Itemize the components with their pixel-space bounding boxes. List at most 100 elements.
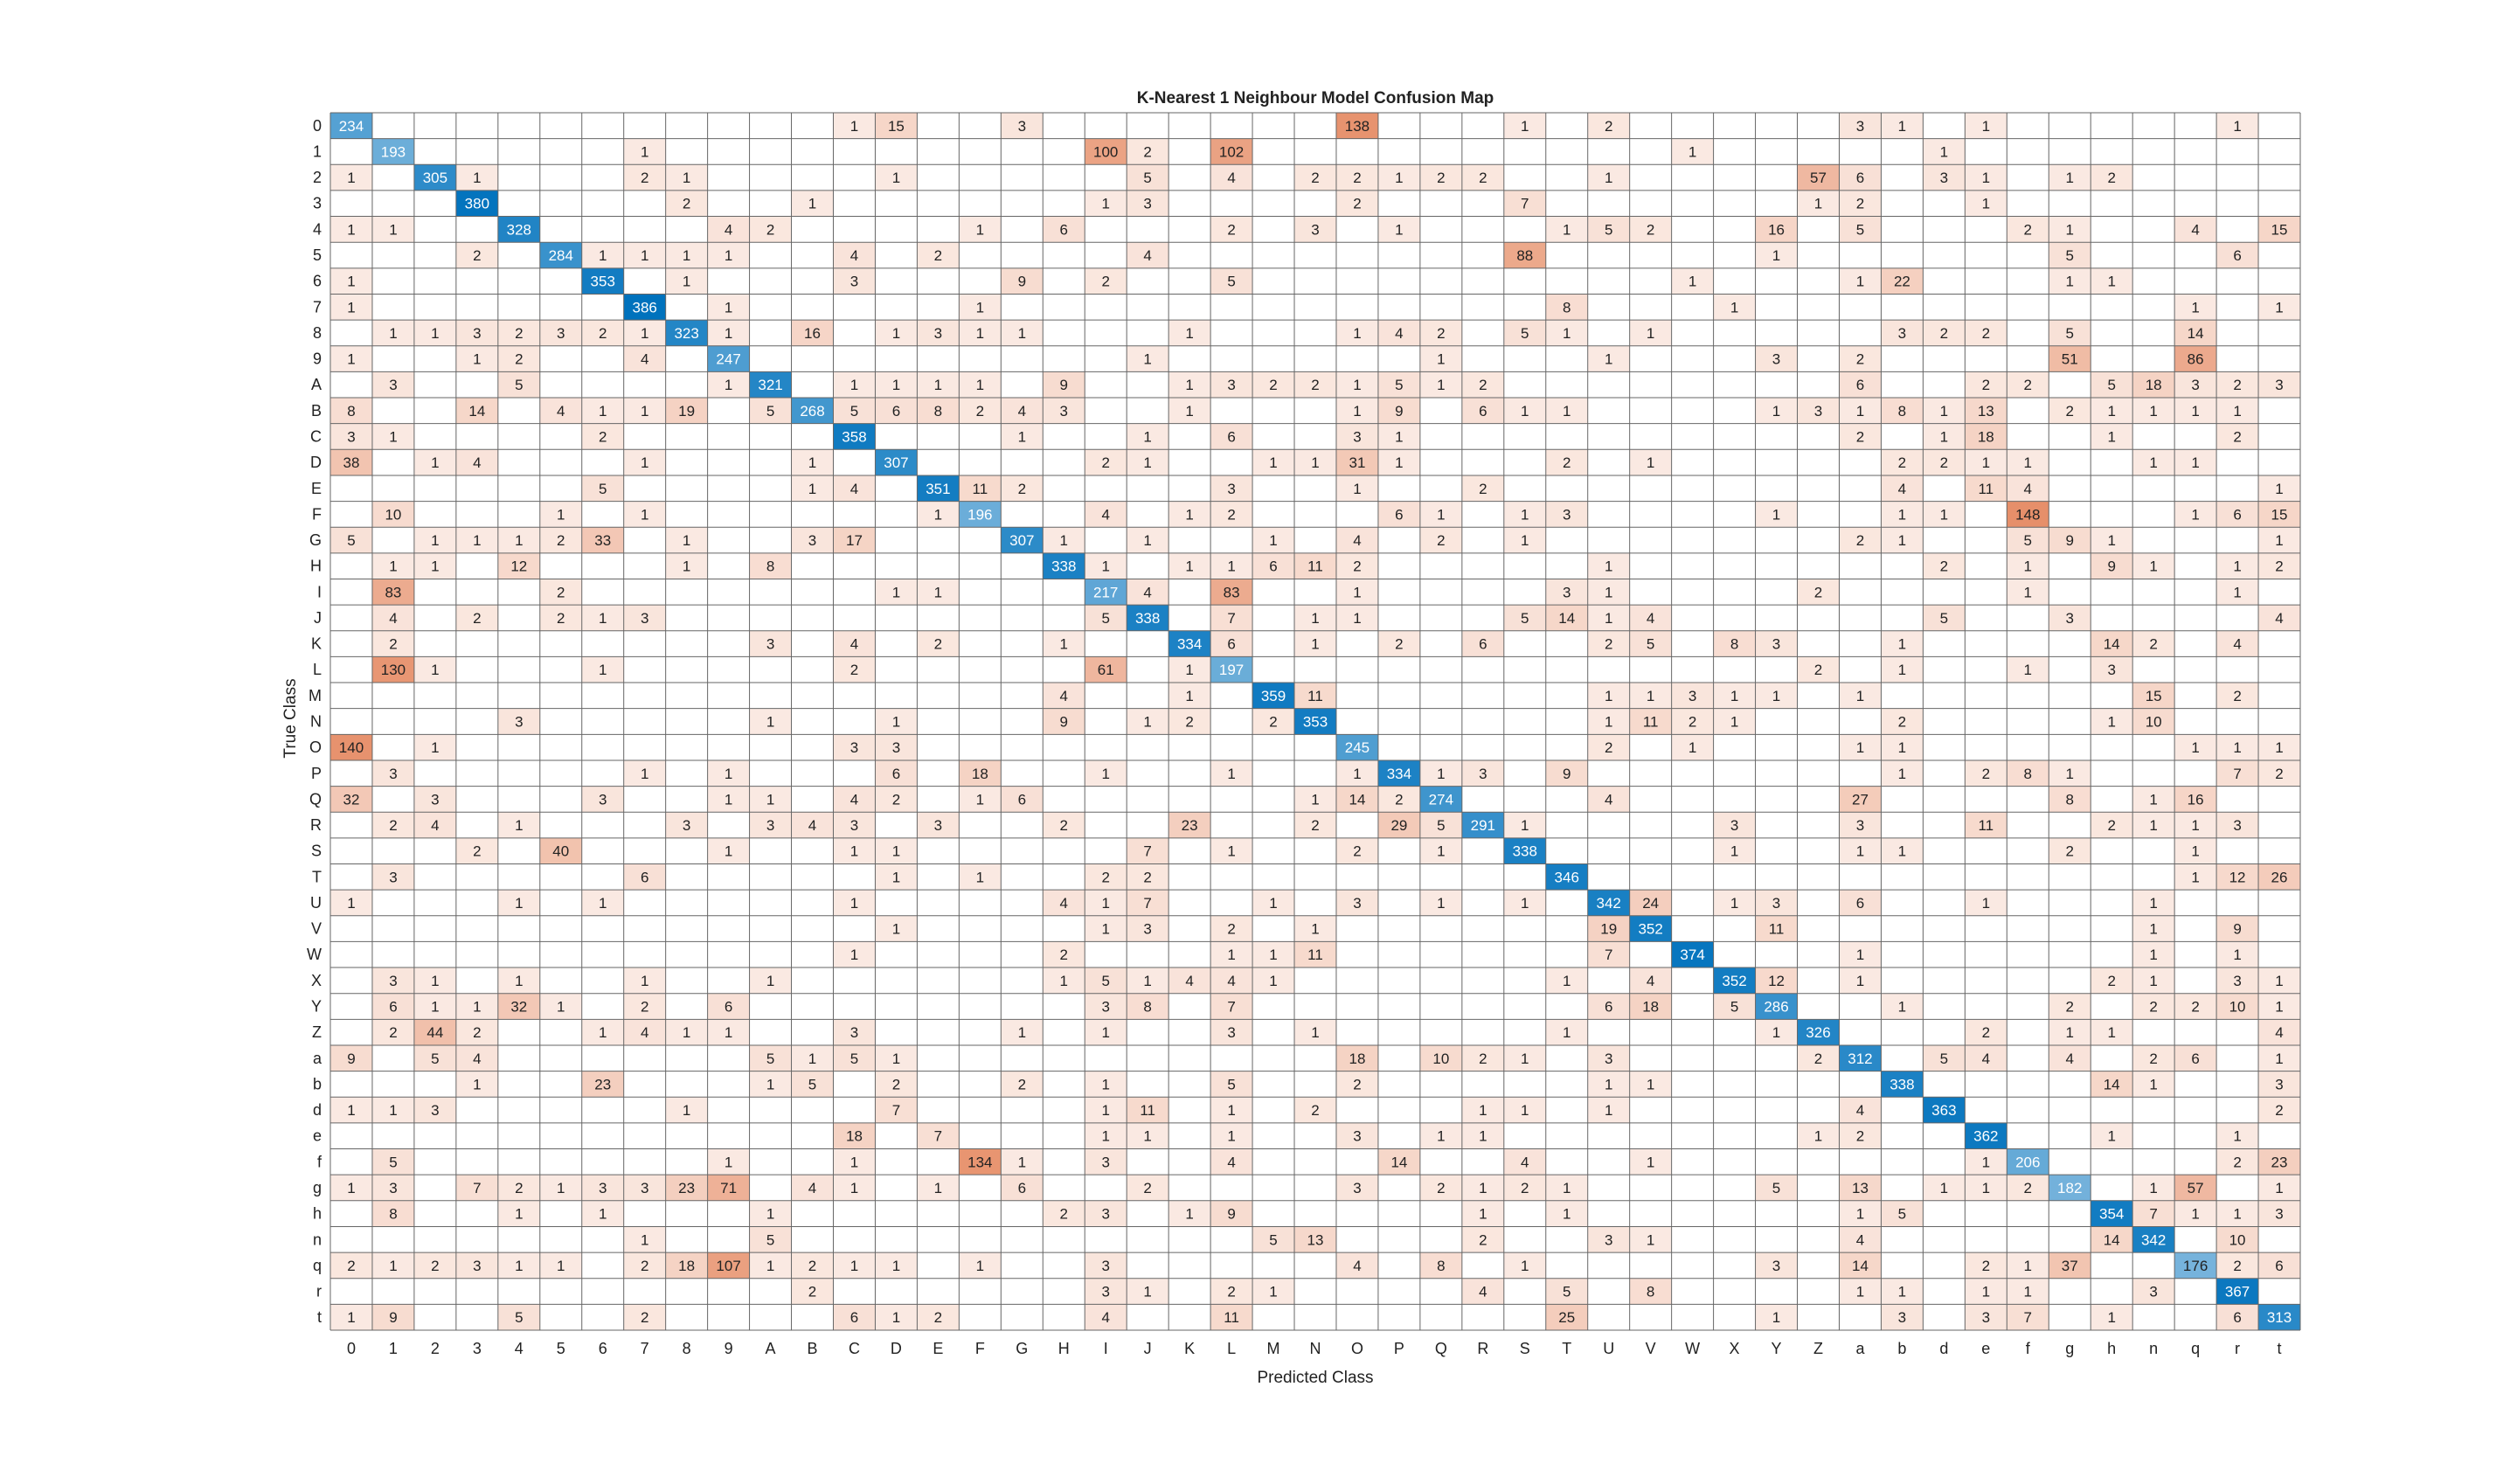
matrix-cell bbox=[707, 605, 750, 631]
cell-value: 2 bbox=[1898, 714, 1906, 731]
matrix-cell bbox=[1043, 812, 1085, 838]
matrix-cell bbox=[917, 915, 960, 942]
cell-value: 1 bbox=[473, 351, 481, 368]
matrix-cell bbox=[1335, 552, 1378, 579]
cell-value: 4 bbox=[1353, 532, 1361, 549]
matrix-cell bbox=[1797, 1252, 1840, 1279]
cell-value: 3 bbox=[1814, 403, 1822, 420]
cell-value: 182 bbox=[2057, 1180, 2082, 1196]
matrix-cell bbox=[371, 734, 414, 760]
matrix-cell bbox=[1085, 1148, 1127, 1175]
matrix-cell bbox=[1629, 423, 1672, 450]
y-tick-label: G bbox=[309, 531, 322, 549]
matrix-cell bbox=[2216, 1252, 2259, 1279]
matrix-cell bbox=[1965, 837, 2007, 864]
matrix-cell bbox=[1587, 708, 1630, 735]
matrix-cell bbox=[2049, 216, 2091, 243]
matrix-cell bbox=[539, 734, 582, 760]
matrix-cell bbox=[1210, 164, 1253, 191]
matrix-cell bbox=[1755, 708, 1798, 735]
matrix-cell bbox=[1965, 1097, 2007, 1123]
matrix-cell bbox=[330, 579, 372, 606]
matrix-cell bbox=[1168, 1097, 1211, 1123]
matrix-cell bbox=[749, 371, 792, 399]
matrix-cell bbox=[917, 475, 960, 502]
matrix-cell bbox=[497, 1019, 540, 1045]
matrix-cell bbox=[707, 1252, 750, 1279]
matrix-cell bbox=[1713, 552, 1756, 579]
matrix-cell bbox=[330, 294, 372, 321]
matrix-cell bbox=[1127, 656, 1169, 683]
matrix-cell bbox=[1671, 1019, 1714, 1045]
cell-value: 8 bbox=[1647, 1284, 1654, 1300]
matrix-cell bbox=[665, 1226, 708, 1253]
matrix-cell bbox=[1043, 1304, 1085, 1330]
cell-value: 14 bbox=[468, 403, 485, 420]
matrix-cell bbox=[455, 294, 498, 321]
matrix-cell bbox=[2007, 1071, 2049, 1098]
matrix-cell bbox=[539, 1278, 582, 1305]
matrix-cell bbox=[1252, 605, 1295, 631]
matrix-cell bbox=[749, 294, 792, 321]
matrix-cell bbox=[2258, 656, 2300, 683]
matrix-cell bbox=[1001, 837, 1044, 864]
matrix-cell bbox=[1587, 113, 1630, 139]
matrix-cell bbox=[371, 501, 414, 528]
matrix-cell bbox=[413, 708, 456, 735]
matrix-cell bbox=[1503, 527, 1546, 553]
x-tick-label: Y bbox=[1772, 1340, 1782, 1357]
matrix-cell bbox=[2216, 837, 2259, 864]
matrix-cell bbox=[455, 1226, 498, 1253]
cell-value: 3 bbox=[850, 1024, 858, 1041]
cell-value: 140 bbox=[339, 739, 364, 756]
matrix-cell bbox=[330, 734, 372, 760]
matrix-cell bbox=[1503, 812, 1546, 838]
matrix-cell bbox=[1587, 267, 1630, 295]
cell-value: 1 bbox=[766, 1258, 774, 1274]
cell-value: 374 bbox=[1680, 947, 1704, 963]
matrix-cell bbox=[1127, 449, 1169, 475]
matrix-cell bbox=[1127, 786, 1169, 813]
cell-value: 7 bbox=[2024, 1309, 2032, 1326]
matrix-cell bbox=[707, 267, 750, 295]
cell-value: 5 bbox=[1101, 610, 1109, 627]
matrix-cell bbox=[833, 113, 876, 139]
cell-value: 6 bbox=[1060, 221, 1068, 238]
cell-value: 2 bbox=[1311, 170, 1319, 186]
matrix-cell bbox=[707, 527, 750, 553]
matrix-cell bbox=[959, 1226, 1002, 1253]
matrix-cell bbox=[1461, 993, 1504, 1020]
cell-value: 1 bbox=[2024, 1258, 2032, 1274]
matrix-cell bbox=[833, 1200, 876, 1227]
matrix-cell bbox=[1085, 320, 1127, 346]
matrix-cell bbox=[1335, 812, 1378, 838]
matrix-cell bbox=[1503, 294, 1546, 321]
matrix-cell bbox=[1168, 1252, 1211, 1279]
matrix-cell bbox=[1085, 1071, 1127, 1098]
matrix-cell bbox=[581, 242, 624, 268]
matrix-cell bbox=[497, 708, 540, 735]
matrix-cell bbox=[1881, 941, 1924, 968]
matrix-cell bbox=[2132, 1122, 2175, 1149]
matrix-cell bbox=[665, 449, 708, 475]
matrix-cell bbox=[2216, 890, 2259, 916]
matrix-cell bbox=[455, 812, 498, 838]
matrix-cell bbox=[330, 1252, 372, 1279]
cell-value: 1 bbox=[725, 377, 732, 393]
cell-value: 2 bbox=[2233, 1154, 2241, 1170]
matrix-cell bbox=[581, 683, 624, 709]
matrix-cell bbox=[875, 993, 918, 1020]
matrix-cell bbox=[1629, 527, 1672, 553]
matrix-cell bbox=[1461, 138, 1504, 165]
matrix-cell bbox=[1252, 1071, 1295, 1098]
matrix-cell bbox=[1503, 1044, 1546, 1071]
matrix-cell bbox=[875, 579, 918, 606]
cell-value: 2 bbox=[1856, 532, 1864, 549]
matrix-cell bbox=[330, 242, 372, 268]
matrix-cell bbox=[707, 656, 750, 683]
matrix-cell bbox=[1503, 759, 1546, 787]
cell-value: 3 bbox=[1018, 118, 1026, 135]
matrix-cell bbox=[2049, 1019, 2091, 1045]
cell-value: 9 bbox=[1060, 714, 1068, 731]
cell-value: 2 bbox=[515, 325, 523, 342]
